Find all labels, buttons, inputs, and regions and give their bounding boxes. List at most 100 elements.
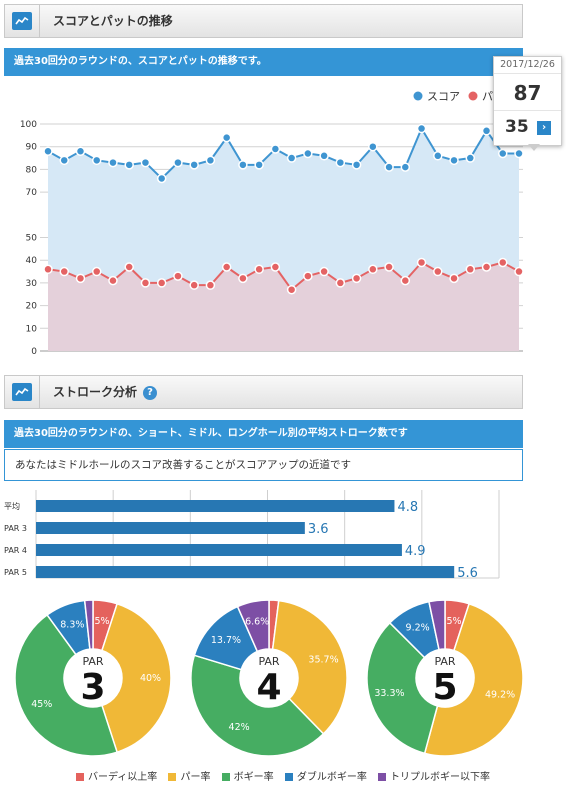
data-point[interactable]: [108, 157, 118, 168]
data-point[interactable]: [384, 262, 394, 272]
chevron-right-icon[interactable]: ›: [537, 121, 551, 135]
donut-slice[interactable]: [101, 602, 172, 754]
legend-putt-label[interactable]: パ: [482, 90, 493, 103]
data-point[interactable]: [449, 273, 459, 284]
score-putt-section-header: スコアとパットの推移: [4, 4, 523, 38]
section-title: ストローク分析: [53, 385, 138, 399]
data-point[interactable]: [124, 160, 134, 170]
data-point[interactable]: [238, 273, 248, 284]
data-point[interactable]: [270, 144, 281, 154]
data-point[interactable]: [465, 264, 476, 275]
data-point[interactable]: [254, 264, 264, 275]
bar[interactable]: [36, 522, 305, 534]
help-icon[interactable]: ?: [143, 385, 158, 400]
data-point[interactable]: [173, 157, 183, 168]
data-point[interactable]: [400, 275, 411, 286]
data-point[interactable]: [173, 271, 183, 281]
data-point[interactable]: [124, 262, 134, 272]
data-point[interactable]: [351, 273, 362, 284]
data-point[interactable]: [43, 146, 53, 156]
legend-label: ボギー率: [233, 772, 274, 783]
y-tick-label: 80: [26, 165, 38, 175]
donut-slice[interactable]: [428, 599, 446, 651]
bar[interactable]: [36, 544, 402, 556]
data-point[interactable]: [514, 148, 524, 159]
data-point[interactable]: [140, 278, 151, 288]
data-point[interactable]: [59, 155, 69, 166]
data-point[interactable]: [59, 266, 69, 277]
data-point[interactable]: [205, 280, 216, 290]
data-point[interactable]: [400, 162, 411, 172]
data-point[interactable]: [416, 123, 427, 134]
slice-percent-label: 35.7%: [308, 655, 338, 666]
data-point[interactable]: [286, 284, 297, 295]
bar[interactable]: [36, 500, 395, 512]
legend-item-birdie[interactable]: バーディ以上率: [75, 768, 157, 783]
slice-percent-label: 9.2%: [406, 622, 430, 633]
data-point[interactable]: [221, 132, 232, 143]
y-tick-label: 100: [20, 120, 37, 130]
data-point[interactable]: [481, 126, 492, 136]
legend-item-triple-bogey[interactable]: トリプルボギー以下率: [378, 768, 490, 783]
data-point[interactable]: [108, 275, 118, 286]
bar-category-label: PAR 4: [4, 546, 27, 555]
bar[interactable]: [36, 566, 455, 578]
data-point[interactable]: [514, 266, 524, 277]
data-point[interactable]: [91, 266, 102, 277]
data-point[interactable]: [335, 278, 346, 288]
data-point[interactable]: [140, 157, 151, 168]
bar-category-label: PAR 5: [4, 568, 27, 577]
data-point[interactable]: [75, 146, 86, 156]
data-point[interactable]: [319, 151, 329, 161]
data-point[interactable]: [156, 278, 167, 288]
data-point[interactable]: [75, 273, 86, 284]
slice-percent-label: 8.3%: [60, 619, 84, 630]
donut-legend: バーディ以上率 パー率 ボギー率 ダブルボギー率 トリプルボギー以下率: [0, 768, 566, 783]
data-point[interactable]: [498, 148, 508, 159]
data-point[interactable]: [433, 151, 443, 161]
data-point[interactable]: [384, 162, 394, 172]
data-point[interactable]: [449, 155, 459, 166]
data-point[interactable]: [319, 266, 329, 277]
data-point[interactable]: [465, 153, 476, 163]
legend-item-bogey[interactable]: ボギー率: [221, 768, 274, 783]
data-point[interactable]: [303, 271, 313, 281]
data-point[interactable]: [303, 148, 313, 159]
y-tick-label: 30: [26, 279, 38, 289]
data-point[interactable]: [270, 262, 281, 272]
tooltip-pointer: [528, 144, 540, 151]
legend-item-par[interactable]: パー率: [168, 768, 210, 783]
legend-score-marker: [413, 91, 423, 101]
data-point[interactable]: [254, 160, 264, 170]
donut-center-label: PAR: [258, 655, 279, 668]
donut-slice[interactable]: [366, 621, 439, 755]
legend-swatch: [168, 773, 177, 781]
data-point[interactable]: [156, 173, 167, 184]
data-point[interactable]: [351, 160, 362, 170]
data-point[interactable]: [43, 264, 53, 275]
stroke-analysis-description: 過去30回分のラウンドの、ショート、ミドル、ロングホール別の平均ストローク数です: [4, 420, 523, 448]
slice-percent-label: 40%: [140, 673, 161, 684]
donut-slice[interactable]: [236, 599, 270, 653]
legend-score-label[interactable]: スコア: [427, 90, 460, 103]
data-point[interactable]: [498, 257, 508, 268]
data-point[interactable]: [238, 160, 248, 170]
data-point[interactable]: [91, 155, 102, 166]
donut-slice[interactable]: [83, 599, 94, 650]
y-tick-label: 70: [26, 188, 38, 198]
data-point[interactable]: [189, 280, 199, 290]
data-point[interactable]: [481, 262, 492, 272]
data-point[interactable]: [221, 262, 232, 272]
data-point[interactable]: [433, 266, 443, 277]
data-point[interactable]: [286, 153, 297, 163]
data-point[interactable]: [189, 160, 199, 170]
data-point[interactable]: [368, 141, 378, 152]
data-point[interactable]: [368, 264, 378, 275]
legend-item-double-bogey[interactable]: ダブルボギー率: [284, 768, 367, 783]
data-point[interactable]: [205, 155, 216, 166]
donut-slice[interactable]: [190, 654, 325, 757]
donut-slice[interactable]: [14, 613, 119, 757]
data-point[interactable]: [416, 257, 427, 268]
data-point[interactable]: [335, 157, 346, 168]
donut-slice[interactable]: [423, 602, 524, 757]
